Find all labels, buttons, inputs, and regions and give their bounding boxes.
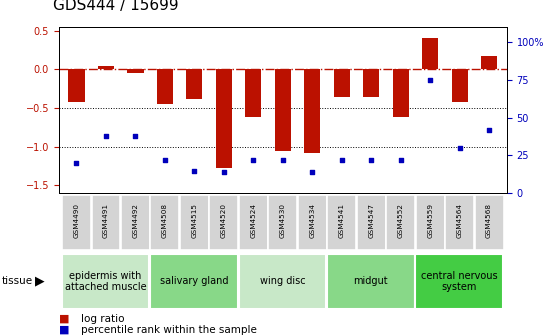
Bar [150, 254, 237, 309]
Point [367, 157, 376, 163]
Text: GSM4490: GSM4490 [73, 203, 80, 239]
Text: GSM4547: GSM4547 [368, 203, 374, 239]
Text: ■: ■ [59, 313, 69, 324]
Bar [416, 254, 503, 309]
Point [160, 157, 169, 163]
Bar [151, 196, 179, 250]
Bar [268, 196, 297, 250]
Text: wing disc: wing disc [259, 277, 305, 286]
Bar [98, 66, 114, 70]
Bar [363, 70, 379, 96]
Text: percentile rank within the sample: percentile rank within the sample [81, 325, 257, 335]
Bar [275, 70, 291, 151]
Text: epidermis with
attached muscle: epidermis with attached muscle [65, 270, 146, 292]
Point [455, 145, 464, 151]
Point [190, 168, 199, 173]
Point [220, 169, 228, 175]
Bar [180, 196, 209, 250]
Bar [245, 70, 262, 117]
Text: log ratio: log ratio [81, 313, 125, 324]
Point [101, 133, 110, 138]
Bar [298, 196, 326, 250]
Text: GSM4552: GSM4552 [398, 203, 404, 239]
Bar [481, 55, 497, 70]
Bar [157, 70, 173, 104]
Bar [127, 70, 143, 73]
Text: GSM4541: GSM4541 [339, 203, 345, 239]
Bar [445, 196, 474, 250]
Bar [68, 70, 85, 102]
Bar [327, 196, 356, 250]
Bar [91, 196, 120, 250]
Text: ■: ■ [59, 325, 69, 335]
Bar [121, 196, 150, 250]
Bar [422, 39, 438, 70]
Point [249, 157, 258, 163]
Text: GSM4520: GSM4520 [221, 203, 227, 239]
Text: GSM4564: GSM4564 [456, 203, 463, 239]
Point [337, 157, 346, 163]
Bar [393, 70, 409, 117]
Bar [239, 196, 268, 250]
Text: ▶: ▶ [35, 275, 45, 288]
Point [72, 160, 81, 166]
Bar [216, 70, 232, 168]
Text: GSM4559: GSM4559 [427, 203, 433, 239]
Text: GSM4492: GSM4492 [132, 203, 138, 239]
Text: central nervous
system: central nervous system [421, 270, 497, 292]
Bar [209, 196, 239, 250]
Bar [386, 196, 415, 250]
Text: tissue: tissue [2, 277, 33, 286]
Text: GDS444 / 15699: GDS444 / 15699 [53, 0, 179, 13]
Bar [416, 196, 445, 250]
Text: salivary gland: salivary gland [160, 277, 228, 286]
Text: GSM4515: GSM4515 [192, 203, 197, 239]
Bar [239, 254, 326, 309]
Text: GSM4508: GSM4508 [162, 203, 168, 239]
Point [278, 157, 287, 163]
Text: GSM4534: GSM4534 [309, 203, 315, 239]
Bar [327, 254, 414, 309]
Point [426, 77, 435, 83]
Bar [62, 254, 150, 309]
Bar [357, 196, 386, 250]
Text: GSM4491: GSM4491 [103, 203, 109, 239]
Bar [475, 196, 503, 250]
Point [308, 169, 317, 175]
Text: midgut: midgut [353, 277, 388, 286]
Text: GSM4530: GSM4530 [280, 203, 286, 239]
Text: GSM4568: GSM4568 [486, 203, 492, 239]
Text: GSM4524: GSM4524 [250, 203, 256, 239]
Bar [304, 70, 320, 153]
Bar [334, 70, 350, 96]
Point [131, 133, 140, 138]
Bar [62, 196, 91, 250]
Bar [186, 70, 203, 99]
Point [484, 127, 493, 132]
Point [396, 157, 405, 163]
Bar [451, 70, 468, 102]
